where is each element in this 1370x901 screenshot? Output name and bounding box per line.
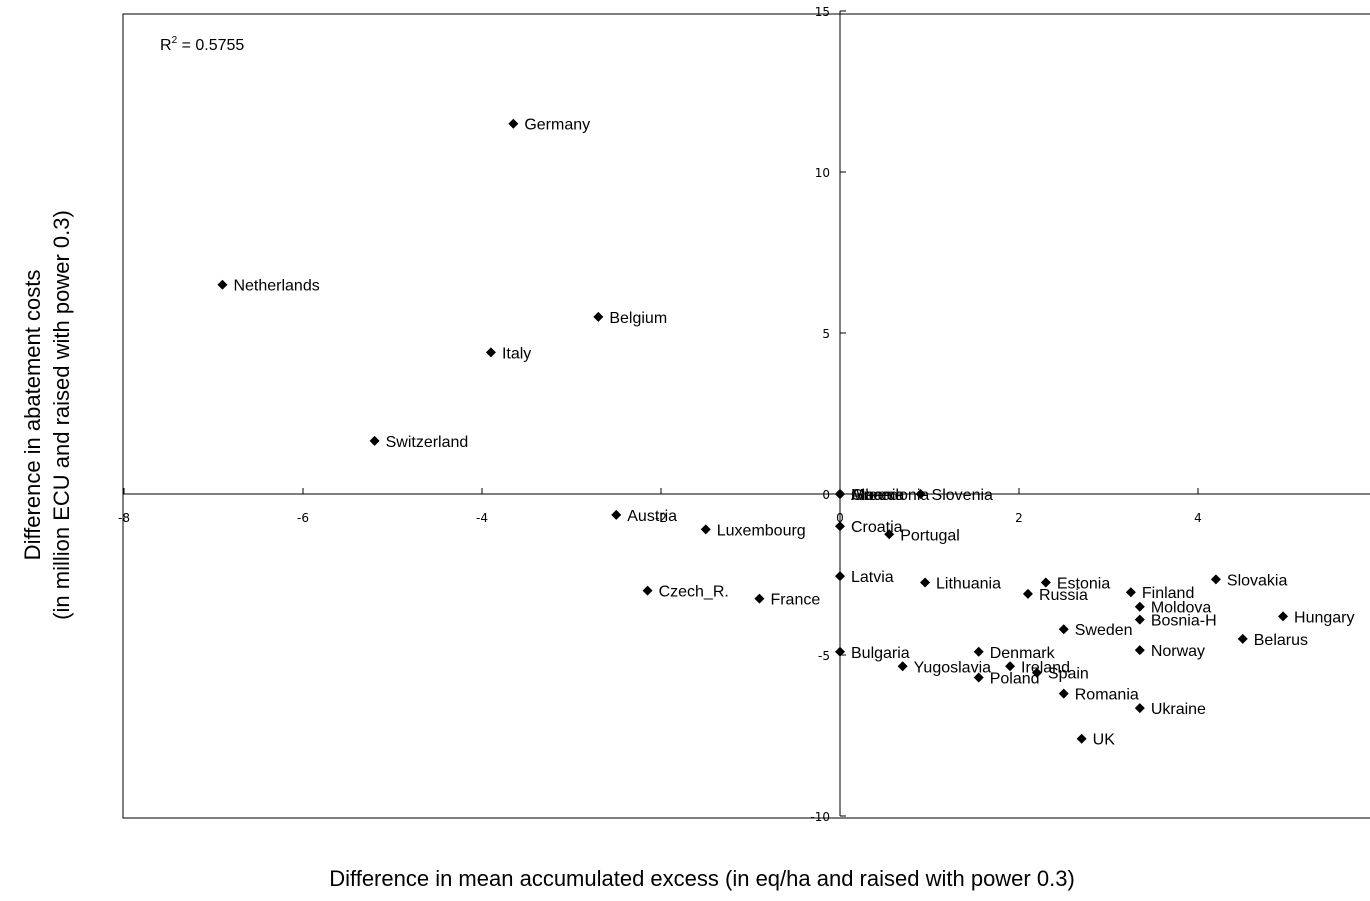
data-point-label: Sweden: [1075, 622, 1133, 639]
data-point-label: Poland: [990, 671, 1040, 688]
data-point-marker: [1134, 601, 1145, 612]
data-point-label: Finland: [1142, 585, 1194, 602]
data-point-label: Latvia: [851, 569, 894, 586]
y-axis-title-line2: (in million ECU and raised with power 0.…: [49, 210, 74, 620]
data-point-marker: [485, 347, 496, 358]
data-point-marker: [897, 661, 908, 672]
data-point-label: Russia: [1039, 587, 1088, 604]
data-point-marker: [1022, 588, 1033, 599]
data-point-label: Luxembourg: [717, 522, 806, 539]
plot-area: [122, 13, 1370, 819]
data-point-label: Albania: [851, 487, 904, 504]
data-point-label: Germany: [524, 117, 590, 134]
data-point-marker: [1210, 574, 1221, 585]
data-point-label: Croatia: [851, 519, 903, 536]
data-point-label: Italy: [502, 345, 531, 362]
x-tick-label: -4: [476, 511, 488, 525]
y-tick-label: 15: [815, 5, 830, 19]
data-point-marker: [884, 529, 895, 540]
x-tick-label: -8: [118, 511, 130, 525]
x-tick-label: -2: [655, 511, 667, 525]
data-point-marker: [217, 279, 228, 290]
data-point-label: Netherlands: [233, 278, 319, 295]
data-point-marker: [973, 672, 984, 683]
y-axis-title-line1: Difference in abatement costs: [20, 270, 45, 561]
data-point-marker: [754, 593, 765, 604]
tick-labels: -8 -6 -4 -2 0 2 4 -10 -5 0 5 10 15: [118, 5, 1202, 824]
data-point-marker: [642, 585, 653, 596]
y-tick-label: -5: [818, 649, 830, 663]
y-tick-label: -10: [810, 810, 830, 824]
data-point-label: Greece: [851, 487, 904, 504]
data-point-marker: [593, 311, 604, 322]
data-point-marker: [1134, 645, 1145, 656]
x-tick-label: 2: [1015, 511, 1023, 525]
r-squared-annotation: R2 = 0.5755: [160, 35, 244, 54]
data-point-label: Slovakia: [1227, 572, 1288, 589]
data-point-marker: [1237, 633, 1248, 644]
x-axis-title: Difference in mean accumulated excess (i…: [329, 866, 1075, 891]
data-point-label: France: [770, 592, 820, 609]
data-points: Germany Netherlands Belgium Italy Switzerlan…: [217, 117, 1355, 749]
data-point-label: Switzerland: [386, 434, 469, 451]
data-point-marker: [1134, 703, 1145, 714]
data-point-label: Yugoslavia: [914, 659, 991, 676]
data-point-marker: [1005, 661, 1016, 672]
data-point-label: Czech_R.: [659, 584, 729, 601]
data-point-marker: [973, 646, 984, 657]
x-tick-label: 4: [1194, 511, 1202, 525]
data-point-label: Belgium: [609, 310, 667, 327]
y-tick-label: 10: [815, 166, 830, 180]
data-point-marker: [611, 509, 622, 520]
data-point-marker: [835, 571, 845, 582]
data-point-label: Romania: [1075, 687, 1139, 704]
data-point-marker: [508, 118, 519, 129]
data-point-label: Spain: [1048, 666, 1089, 683]
data-point-marker: [835, 646, 845, 657]
data-point-label: Lithuania: [936, 576, 1001, 593]
data-point-label: Estonia: [1057, 576, 1110, 593]
data-point-marker: [1058, 624, 1069, 635]
x-tick-label: -6: [297, 511, 309, 525]
data-point-marker: [1058, 688, 1069, 699]
data-point-label: Bosnia-H: [1151, 613, 1217, 630]
y-tick-label: 0: [822, 488, 830, 502]
data-point-marker: [920, 577, 931, 588]
data-point-label: Denmark: [990, 645, 1056, 662]
data-point-label: Bulgaria: [851, 645, 910, 662]
x-tick-label: 0: [836, 511, 844, 525]
data-point-marker: [1040, 577, 1051, 588]
data-point-marker: [1125, 587, 1136, 598]
data-point-marker: [1134, 614, 1145, 625]
data-point-label: Moldova: [1151, 600, 1212, 617]
data-point-marker: [1031, 667, 1042, 678]
data-point-marker: [915, 489, 926, 499]
data-point-marker: [700, 524, 711, 535]
data-point-label: Portugal: [900, 527, 960, 544]
data-point-marker: [1278, 611, 1289, 622]
data-point-label: Macedonia: [851, 487, 929, 504]
data-point-marker: [1076, 733, 1087, 744]
data-point-label: Ukraine: [1151, 701, 1206, 718]
data-point-marker: [835, 521, 845, 532]
data-point-label: Austria: [627, 508, 677, 525]
data-point-marker: [369, 435, 380, 446]
y-tick-label: 5: [822, 327, 830, 341]
data-point-marker: [835, 489, 845, 499]
data-point-label: Slovenia: [932, 487, 993, 504]
data-point-label: UK: [1093, 732, 1116, 749]
data-point-label: Hungary: [1294, 609, 1354, 626]
data-point-label: Belarus: [1254, 632, 1308, 649]
data-point-label: Norway: [1151, 643, 1205, 660]
